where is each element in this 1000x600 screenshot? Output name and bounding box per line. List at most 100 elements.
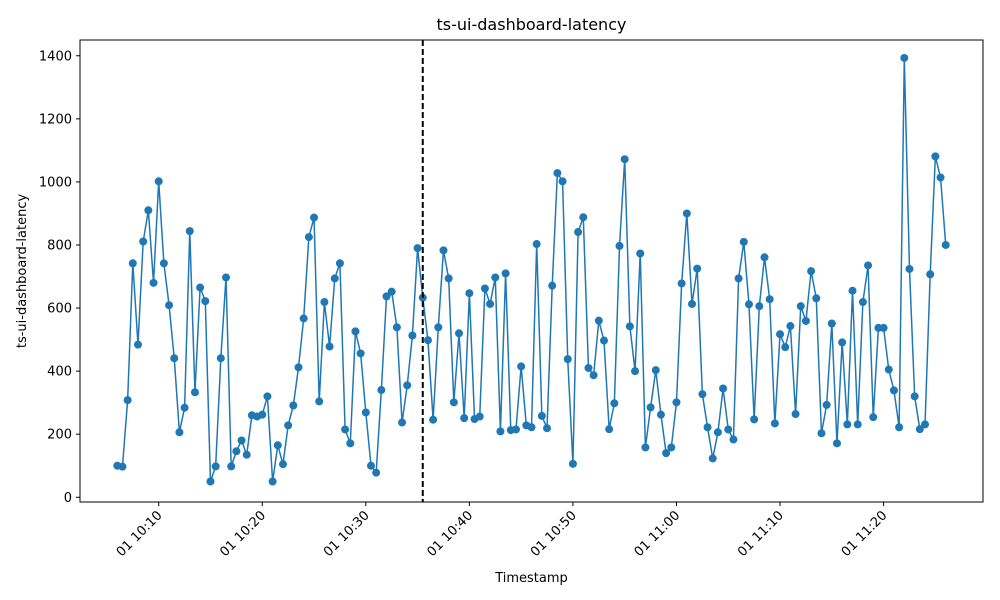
- data-point: [594, 316, 603, 325]
- data-point: [429, 415, 438, 424]
- data-point: [936, 173, 945, 182]
- data-point: [455, 329, 464, 338]
- data-point: [750, 415, 759, 424]
- data-point: [708, 454, 717, 463]
- data-point: [258, 410, 267, 419]
- data-point: [801, 316, 810, 325]
- data-point: [206, 477, 215, 486]
- data-point: [822, 400, 831, 409]
- data-point: [133, 340, 142, 349]
- data-point: [693, 264, 702, 273]
- data-point: [465, 289, 474, 298]
- data-point: [527, 423, 536, 432]
- data-point: [486, 299, 495, 308]
- data-point: [941, 240, 950, 249]
- data-point: [729, 435, 738, 444]
- data-point: [330, 274, 339, 283]
- data-point: [289, 401, 298, 410]
- data-point: [625, 322, 634, 331]
- data-point: [869, 413, 878, 422]
- series-layer: [113, 53, 950, 486]
- data-point: [589, 371, 598, 380]
- data-point: [636, 249, 645, 258]
- data-point: [310, 213, 319, 222]
- y-tick-label: 1200: [39, 112, 72, 127]
- data-point: [128, 259, 137, 268]
- data-point: [449, 398, 458, 407]
- data-point: [377, 386, 386, 395]
- data-point: [667, 443, 676, 452]
- data-point: [315, 397, 324, 406]
- data-point: [149, 278, 158, 287]
- y-axis: 0 200 400 600 800 1000 1200 1400: [39, 49, 80, 506]
- data-point: [398, 418, 407, 427]
- data-point: [812, 294, 821, 303]
- data-point: [211, 462, 220, 471]
- data-point: [222, 273, 231, 282]
- plot-area: [79, 39, 984, 503]
- data-point: [776, 330, 785, 339]
- data-point: [335, 259, 344, 268]
- data-point: [620, 155, 629, 164]
- data-point: [196, 283, 205, 292]
- data-point: [791, 410, 800, 419]
- data-point: [786, 322, 795, 331]
- data-point: [351, 327, 360, 336]
- data-point: [827, 319, 836, 328]
- data-point: [423, 336, 432, 345]
- data-point: [325, 342, 334, 351]
- data-point: [631, 367, 640, 376]
- data-point: [180, 403, 189, 412]
- data-point: [346, 439, 355, 448]
- data-point: [895, 423, 904, 432]
- data-point: [853, 420, 862, 429]
- data-point: [232, 447, 241, 456]
- data-point: [361, 408, 370, 417]
- data-point: [139, 237, 148, 246]
- y-tick-label: 0: [64, 491, 72, 506]
- data-point: [765, 295, 774, 304]
- chart-title: ts-ui-dashboard-latency: [437, 15, 627, 34]
- data-point: [884, 365, 893, 374]
- data-point: [889, 386, 898, 395]
- data-point: [553, 169, 562, 178]
- data-point: [646, 403, 655, 412]
- data-point: [444, 274, 453, 283]
- data-point: [900, 53, 909, 62]
- y-tick-label: 1000: [39, 175, 72, 190]
- data-point: [403, 381, 412, 390]
- y-tick-label: 200: [47, 428, 72, 443]
- data-point: [651, 366, 660, 375]
- y-tick-label: 800: [47, 238, 72, 253]
- data-point: [413, 244, 422, 253]
- data-point: [615, 241, 624, 250]
- data-point: [796, 302, 805, 311]
- data-point: [537, 411, 546, 420]
- data-point: [832, 439, 841, 448]
- data-point: [159, 259, 168, 268]
- data-point: [392, 323, 401, 332]
- data-point: [574, 228, 583, 237]
- data-point: [915, 425, 924, 434]
- data-point: [682, 209, 691, 218]
- data-point: [356, 349, 365, 358]
- data-point: [848, 286, 857, 295]
- data-point: [719, 384, 728, 393]
- x-tick-label: 01 10:10: [114, 508, 166, 560]
- data-point: [341, 425, 350, 434]
- data-point: [584, 363, 593, 372]
- data-point: [734, 274, 743, 283]
- data-point: [237, 436, 246, 445]
- data-point: [677, 279, 686, 288]
- data-point: [543, 424, 552, 433]
- data-point: [154, 177, 163, 186]
- y-axis-label: ts-ui-dashboard-latency: [15, 194, 30, 349]
- data-point: [165, 301, 174, 310]
- data-point: [175, 428, 184, 437]
- data-point: [372, 468, 381, 477]
- data-point: [118, 462, 127, 471]
- data-point: [475, 412, 484, 421]
- x-tick-label: 01 11:00: [632, 508, 684, 560]
- data-point: [185, 227, 194, 236]
